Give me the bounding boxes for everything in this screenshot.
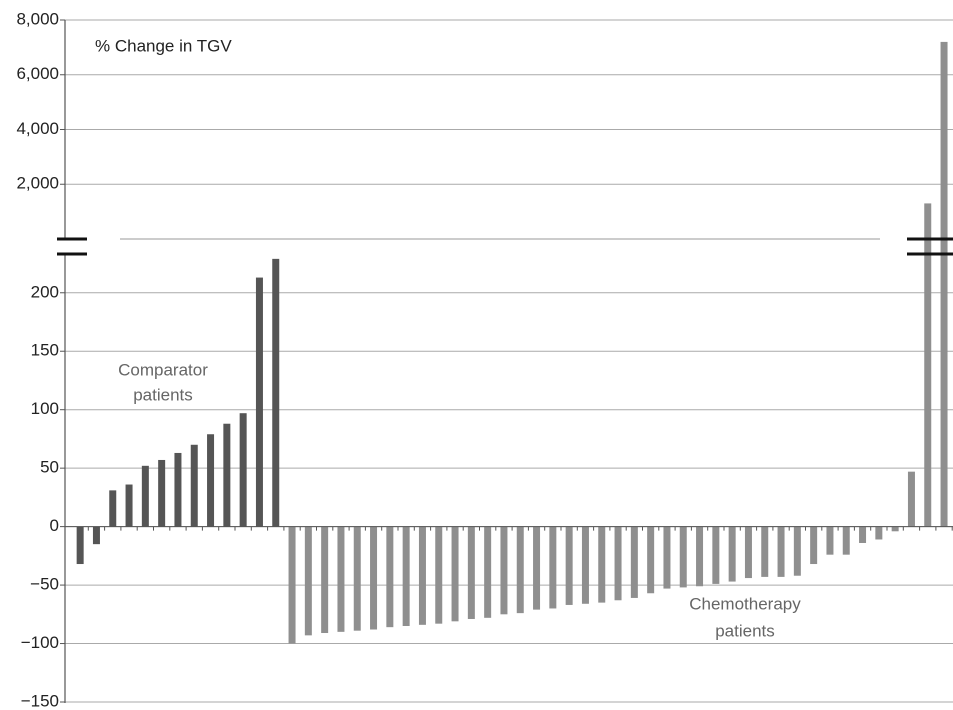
bar (565, 526, 573, 605)
bar (516, 526, 524, 614)
y-tick-label: 8,000 (16, 9, 59, 28)
bar (793, 526, 801, 576)
bar (451, 526, 459, 622)
bar (712, 526, 720, 584)
y-tick-label: −50 (30, 575, 59, 594)
bar (288, 526, 296, 644)
bar (533, 526, 541, 610)
bar (484, 526, 492, 618)
bar (125, 484, 133, 527)
annotation: Chemotherapy (689, 594, 801, 613)
bar (940, 41, 948, 527)
bar (435, 526, 443, 624)
bar (190, 444, 198, 527)
bar (500, 526, 508, 615)
bar (647, 526, 655, 594)
bar (842, 526, 850, 555)
bar (679, 526, 687, 588)
y-tick-label: 50 (40, 458, 59, 477)
bar (321, 526, 329, 634)
bar (109, 490, 117, 527)
bar (630, 526, 638, 598)
annotation: patients (133, 385, 193, 404)
bar (875, 526, 883, 540)
bar (92, 526, 100, 545)
bar (549, 526, 557, 609)
bar (272, 258, 280, 527)
y-tick-label: 150 (31, 341, 59, 360)
bar (76, 526, 84, 565)
bar (907, 471, 915, 527)
bar (418, 526, 426, 625)
bar (744, 526, 752, 579)
y-tick-label: −100 (21, 633, 59, 652)
bar (402, 526, 410, 626)
bar (777, 526, 785, 577)
bar (223, 423, 231, 527)
bar (174, 452, 182, 527)
y-tick-label: −150 (21, 691, 59, 710)
bar (467, 526, 475, 619)
bar (924, 203, 932, 527)
bar (158, 459, 166, 527)
break-gap (57, 240, 87, 253)
bar (304, 526, 312, 636)
bar (810, 526, 818, 565)
y-tick-label: 2,000 (16, 174, 59, 193)
bar (337, 526, 345, 632)
y-tick-label: 4,000 (16, 119, 59, 138)
bar (141, 465, 149, 527)
annotation: patients (715, 621, 775, 640)
bar (614, 526, 622, 601)
bar (386, 526, 394, 628)
bar (761, 526, 769, 577)
annotation: Comparator (118, 360, 208, 379)
bar (370, 526, 378, 630)
bar (598, 526, 606, 603)
bar (239, 413, 247, 527)
bar (826, 526, 834, 555)
y-tick-label: 200 (31, 282, 59, 301)
bar (207, 434, 215, 527)
annotation: % Change in TGV (95, 36, 232, 55)
bar (859, 526, 867, 543)
bar (696, 526, 704, 587)
bar (728, 526, 736, 582)
bar (255, 277, 263, 527)
y-tick-label: 0 (50, 516, 59, 535)
bar (891, 526, 899, 532)
y-tick-label: 100 (31, 399, 59, 418)
y-tick-label: 6,000 (16, 64, 59, 83)
bar (353, 526, 361, 631)
bar (663, 526, 671, 589)
bar (581, 526, 589, 604)
